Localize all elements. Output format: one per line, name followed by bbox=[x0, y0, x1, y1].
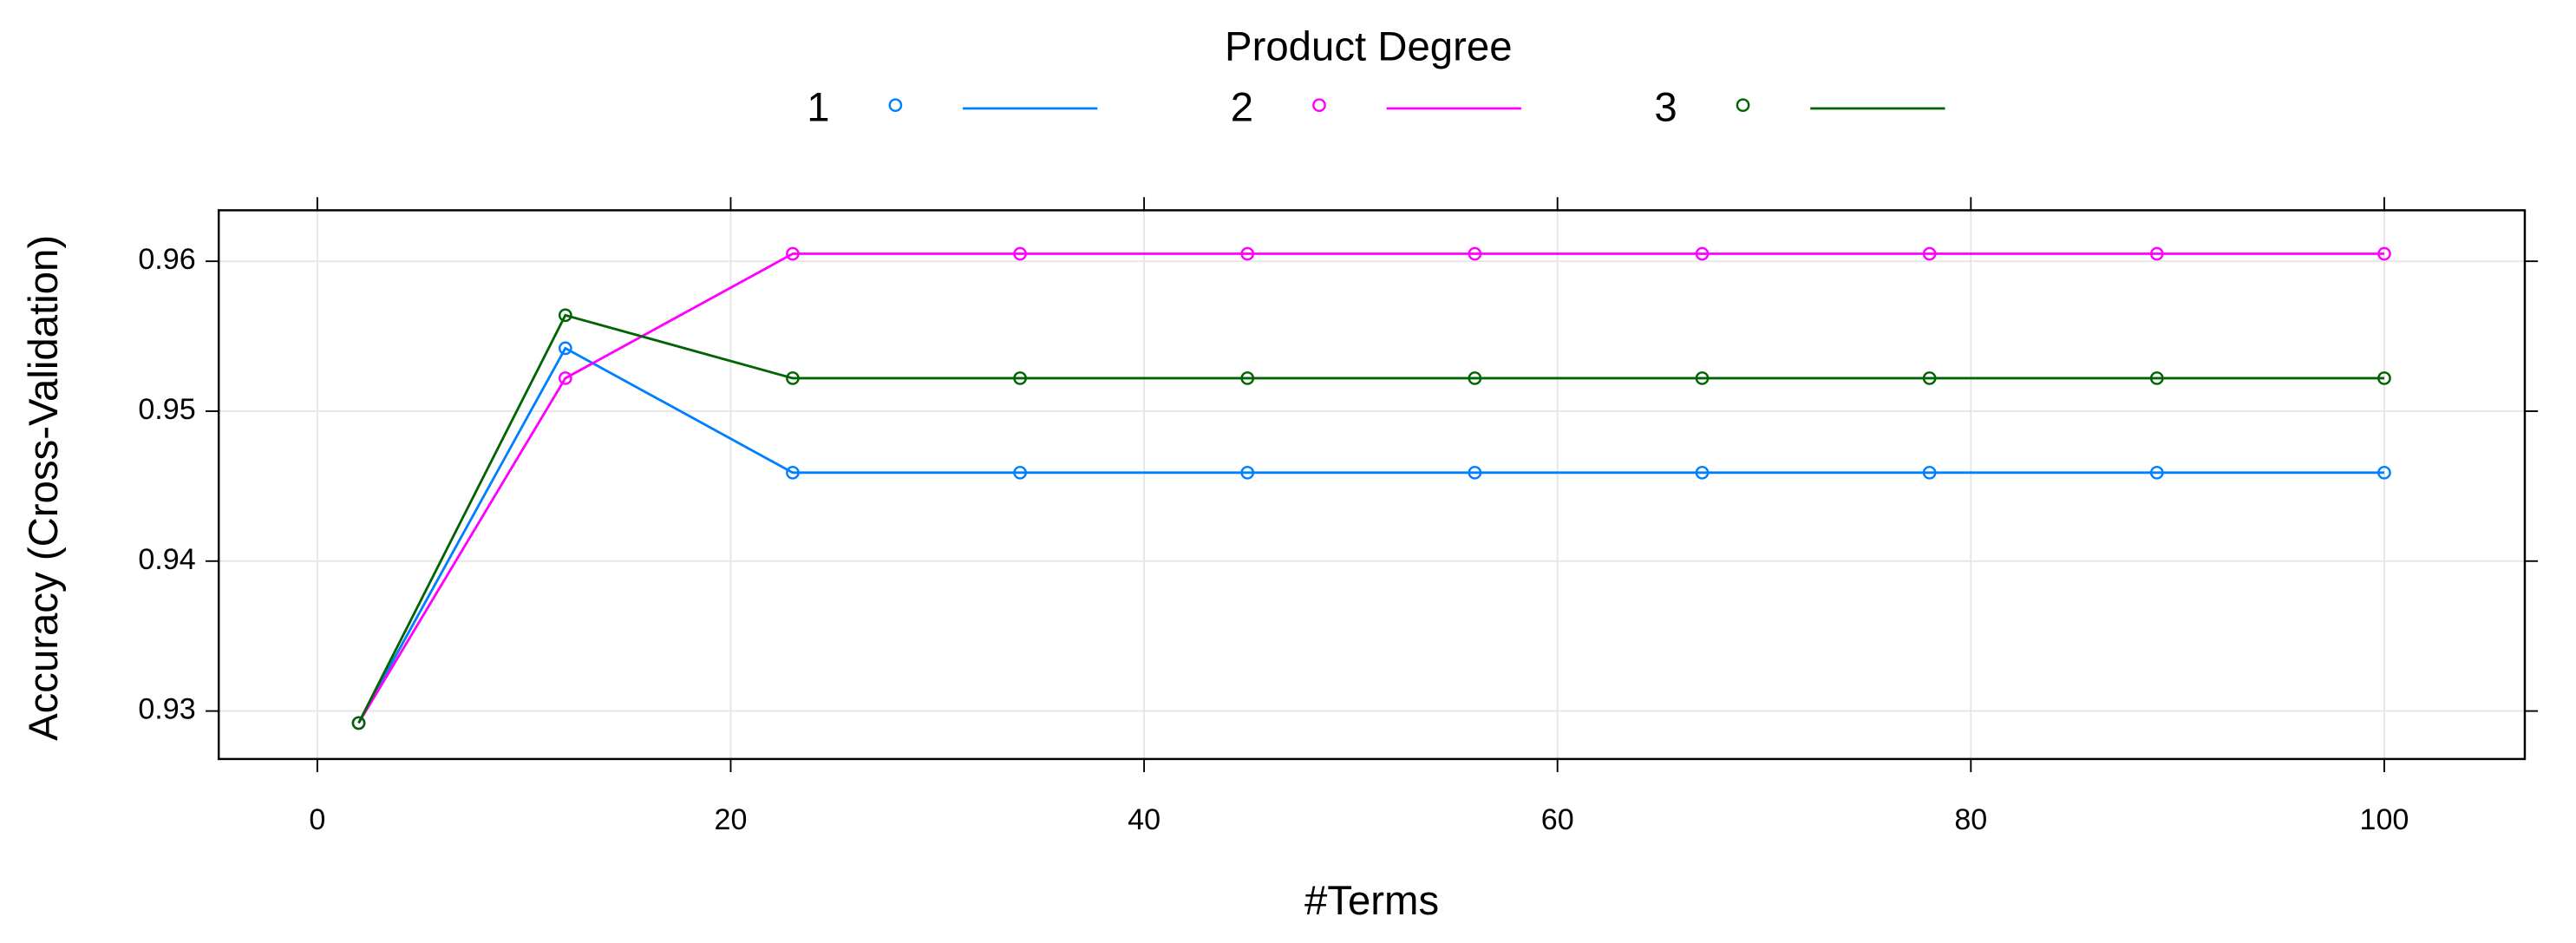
point bbox=[2377, 465, 2391, 480]
point bbox=[2149, 246, 2164, 261]
point bbox=[2149, 371, 2164, 385]
point bbox=[1468, 246, 1482, 261]
legend-point bbox=[1736, 98, 1750, 113]
x-tick-label: 80 bbox=[1954, 803, 1987, 836]
point bbox=[1013, 465, 1027, 480]
point bbox=[1240, 246, 1255, 261]
y-tick-label: 0.94 bbox=[138, 543, 195, 576]
x-tick-label: 0 bbox=[309, 803, 325, 836]
legend-label: 1 bbox=[807, 84, 829, 130]
legend-point bbox=[888, 98, 903, 113]
y-tick-label: 0.96 bbox=[138, 243, 195, 276]
point bbox=[558, 371, 572, 385]
y-tick-label: 0.95 bbox=[138, 393, 195, 426]
x-tick-label: 100 bbox=[2359, 803, 2409, 836]
y-tick-label: 0.93 bbox=[138, 693, 195, 726]
series-line bbox=[357, 346, 2384, 724]
point bbox=[558, 308, 572, 323]
point bbox=[1695, 371, 1710, 385]
x-tick-label: 60 bbox=[1541, 803, 1574, 836]
point bbox=[1695, 465, 1710, 480]
point bbox=[1922, 246, 1937, 261]
legend-title: Product Degree bbox=[1225, 23, 1512, 69]
series-line bbox=[357, 252, 2384, 724]
legend-label: 3 bbox=[1654, 84, 1677, 130]
point bbox=[351, 716, 366, 730]
point bbox=[1013, 371, 1027, 385]
point bbox=[786, 246, 800, 261]
x-axis-label: #Terms bbox=[1304, 878, 1439, 924]
point bbox=[1468, 371, 1482, 385]
point bbox=[1013, 246, 1027, 261]
point bbox=[2377, 246, 2391, 261]
series-line bbox=[357, 313, 2384, 724]
point bbox=[1240, 371, 1255, 385]
point bbox=[2377, 371, 2391, 385]
x-tick-label: 20 bbox=[715, 803, 748, 836]
point bbox=[1695, 246, 1710, 261]
point bbox=[786, 465, 800, 480]
point bbox=[786, 371, 800, 385]
point bbox=[1240, 465, 1255, 480]
legend-point bbox=[1312, 98, 1326, 113]
legend-label: 2 bbox=[1231, 84, 1253, 130]
point bbox=[1922, 371, 1937, 385]
point bbox=[2149, 465, 2164, 480]
point bbox=[558, 341, 572, 356]
point bbox=[1468, 465, 1482, 480]
y-axis-label: Accuracy (Cross-Validation) bbox=[21, 235, 67, 741]
plot-frame bbox=[217, 209, 2527, 761]
x-tick-label: 40 bbox=[1128, 803, 1161, 836]
point bbox=[1922, 465, 1937, 480]
